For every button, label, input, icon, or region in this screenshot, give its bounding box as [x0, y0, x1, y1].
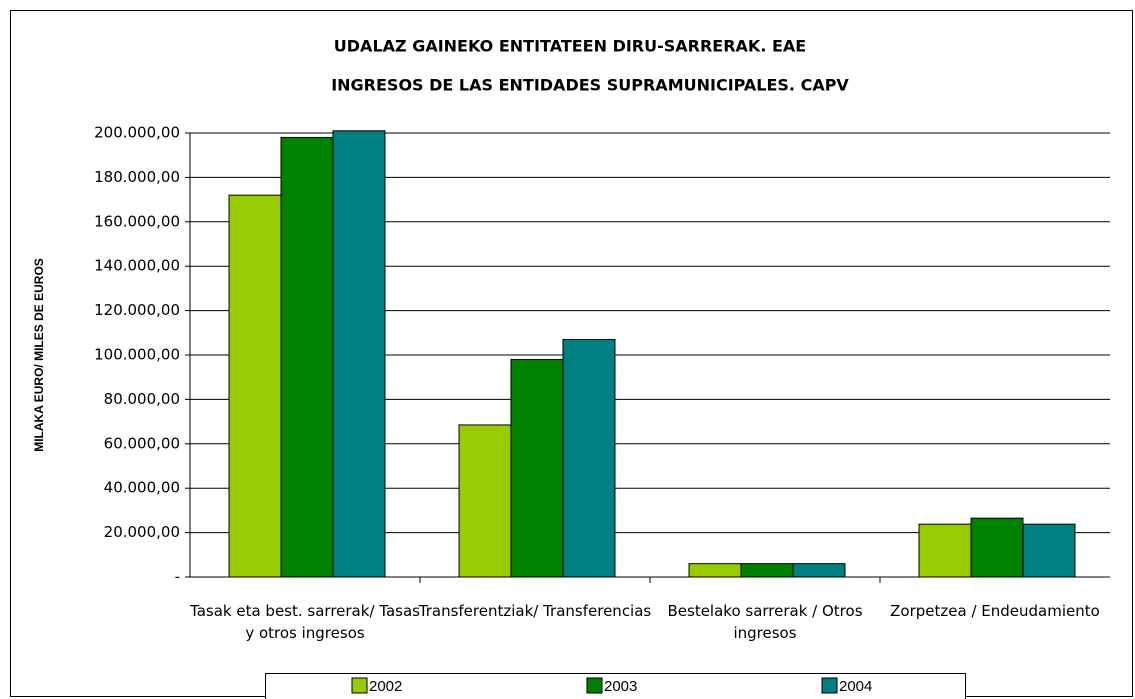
x-tick-label: Bestelako sarrerak / Otros ingresos [667, 602, 863, 642]
x-tick-label: Tasak eta best. sarrerak/ Tasas y otros … [190, 602, 420, 642]
y-tick-label: 200.000,00 [94, 124, 180, 142]
y-tick-label: - [175, 568, 180, 586]
bar [510, 358, 564, 578]
y-tick-label: 180.000,00 [94, 168, 180, 186]
bar [740, 563, 794, 578]
legend-label: 2002 [369, 678, 402, 695]
y-tick-label: 20.000,00 [104, 523, 180, 541]
x-tick-label: Transferentziak/ Transferencias [418, 602, 652, 620]
y-tick-label: 160.000,00 [94, 212, 180, 230]
legend-swatch [351, 677, 368, 694]
legend-label: 2003 [604, 678, 637, 695]
y-tick-label: 140.000,00 [94, 257, 180, 275]
y-tick-label: 40.000,00 [104, 479, 180, 497]
chart-title: UDALAZ GAINEKO ENTITATEEN DIRU-SARRERAK.… [334, 37, 806, 56]
chart-subtitle: INGRESOS DE LAS ENTIDADES SUPRAMUNICIPAL… [331, 76, 849, 95]
bar [918, 523, 972, 578]
bar [792, 563, 846, 578]
y-tick-label: 120.000,00 [94, 301, 180, 319]
y-tick-label: 100.000,00 [94, 346, 180, 364]
bar [228, 194, 282, 578]
bar [1022, 523, 1076, 578]
y-tick-label: 80.000,00 [104, 390, 180, 408]
y-tick-label: 60.000,00 [104, 434, 180, 452]
y-axis-label: MILAKA EURO/ MILES DE EUROS [32, 258, 46, 452]
bar [332, 130, 386, 578]
legend-box [265, 673, 966, 699]
legend-swatch [821, 677, 838, 694]
bar [970, 517, 1024, 578]
x-tick-label: Zorpetzea / Endeudamiento [890, 602, 1100, 620]
bar [280, 136, 334, 578]
bar [688, 563, 742, 578]
bar [562, 338, 616, 578]
legend-label: 2004 [839, 678, 872, 695]
legend-swatch [586, 677, 603, 694]
bar [458, 424, 512, 578]
